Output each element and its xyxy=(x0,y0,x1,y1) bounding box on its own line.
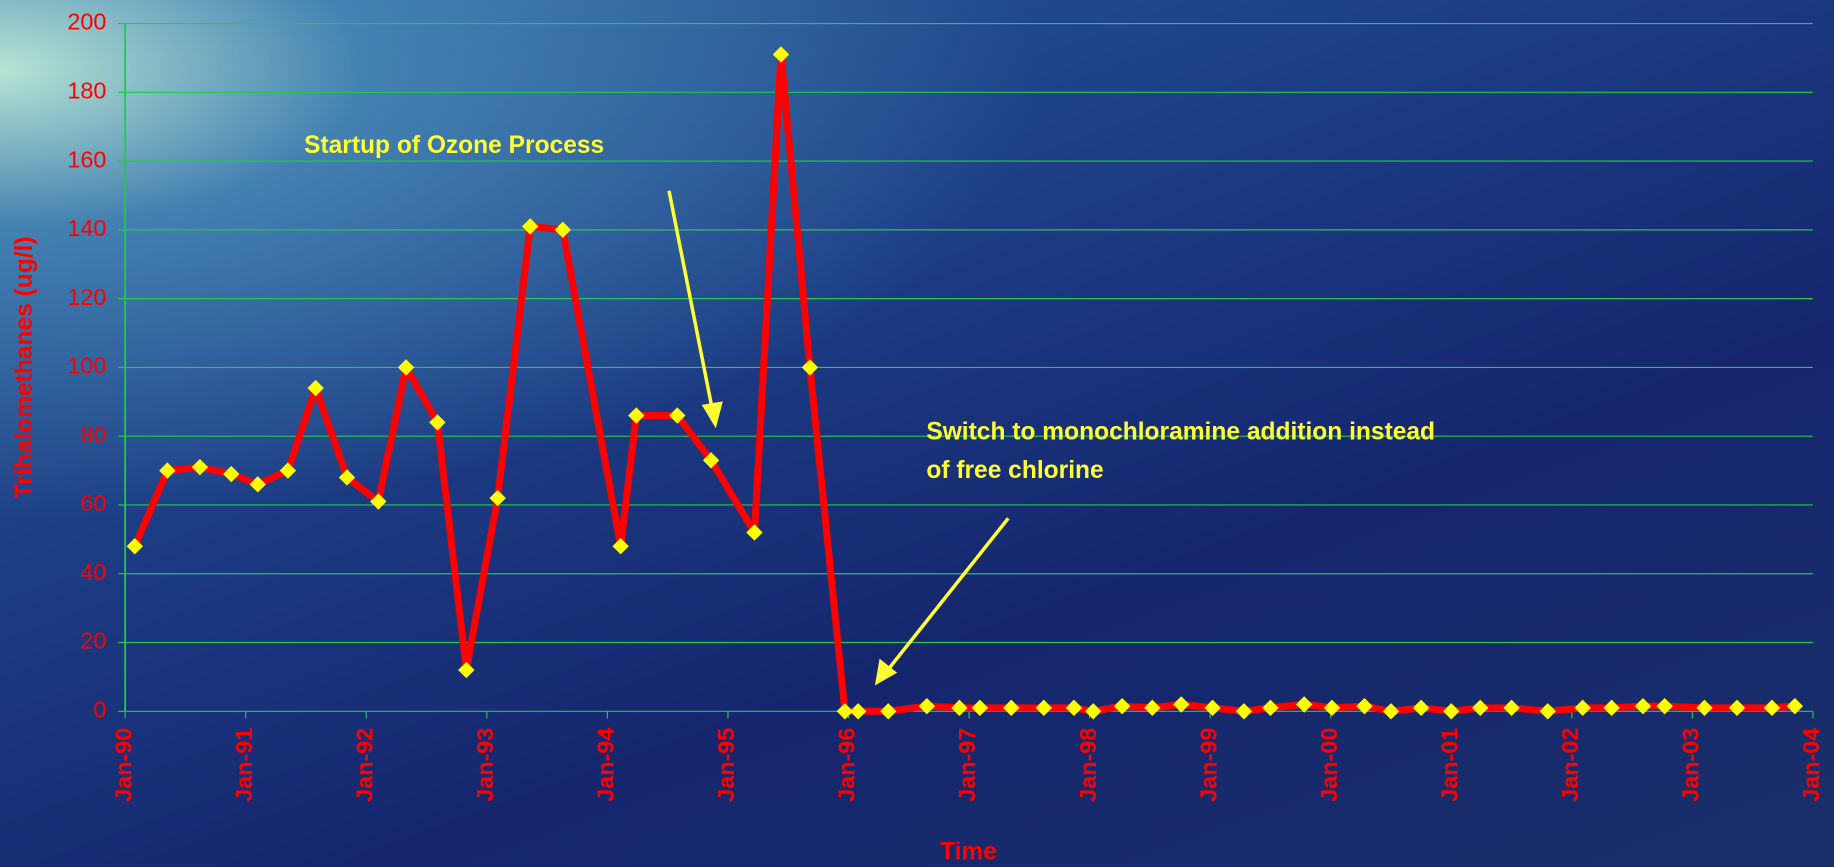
data-point xyxy=(849,703,867,720)
x-tick-label: Jan-92 xyxy=(351,728,377,802)
data-point xyxy=(1728,699,1746,717)
x-tick-label: Jan-98 xyxy=(1075,728,1101,802)
y-tick-label: 20 xyxy=(80,628,106,654)
data-point xyxy=(307,379,324,397)
data-point xyxy=(836,703,854,720)
data-point xyxy=(1696,699,1713,717)
y-tick-label: 180 xyxy=(67,77,106,103)
annotation: Switch to monochloramine addition instea… xyxy=(926,418,1435,445)
data-point xyxy=(880,703,897,720)
data-point xyxy=(1786,697,1804,715)
data-point xyxy=(918,697,936,715)
x-tick-label: Jan-94 xyxy=(593,728,619,802)
data-point xyxy=(1235,703,1253,720)
y-tick-label: 80 xyxy=(80,421,106,447)
data-point xyxy=(1113,697,1131,715)
data-point xyxy=(1173,696,1190,713)
data-point xyxy=(1262,699,1279,717)
data-point xyxy=(370,493,387,510)
x-tick-label: Jan-03 xyxy=(1678,728,1704,802)
data-point xyxy=(1656,697,1673,715)
data-point xyxy=(1323,699,1341,717)
data-point xyxy=(159,462,176,479)
data-point xyxy=(1204,699,1221,717)
arrow-head xyxy=(874,658,898,686)
x-tick-label: Jan-91 xyxy=(231,728,257,802)
data-point xyxy=(951,699,968,717)
data-point xyxy=(1144,699,1161,717)
data-point xyxy=(489,489,506,507)
annotation: Startup of Ozone Process xyxy=(304,132,604,159)
data-point xyxy=(1503,699,1520,717)
data-point xyxy=(1356,697,1373,715)
data-point xyxy=(971,699,989,717)
data-point xyxy=(397,359,415,376)
data-point xyxy=(628,407,645,424)
x-tick-label: Jan-02 xyxy=(1557,728,1583,802)
y-axis-label: Trihalomethanes (ug/l) xyxy=(11,236,38,498)
arrows xyxy=(667,190,1010,686)
grid xyxy=(118,22,1814,719)
annotation: of free chlorine xyxy=(926,457,1103,484)
y-tick-label: 60 xyxy=(80,490,106,516)
y-tick-label: 100 xyxy=(67,353,106,379)
data-point xyxy=(429,414,446,431)
data-point xyxy=(458,661,475,679)
data-point xyxy=(1763,699,1781,717)
data-point xyxy=(1065,699,1083,717)
data-point xyxy=(522,218,539,235)
data-point xyxy=(746,524,763,541)
data-point xyxy=(669,407,686,424)
y-tick-label: 0 xyxy=(93,696,106,722)
data-point xyxy=(1539,703,1556,720)
x-tick-label: Jan-95 xyxy=(713,728,739,802)
y-tick-label: 200 xyxy=(67,9,106,35)
x-tick-label: Jan-04 xyxy=(1798,728,1824,802)
data-point xyxy=(1296,696,1313,713)
x-tick-label: Jan-93 xyxy=(472,728,498,802)
y-tick-label: 140 xyxy=(67,215,106,241)
data-point xyxy=(126,538,143,555)
x-tick-label: Jan-97 xyxy=(954,728,980,802)
data-point xyxy=(1574,699,1591,717)
y-tick-label: 40 xyxy=(80,559,106,585)
x-axis-label: Time xyxy=(940,838,997,865)
y-tick-label: 120 xyxy=(67,284,106,310)
x-tick-label: Jan-96 xyxy=(834,728,860,802)
annotations: Startup of Ozone Process Switch to monoc… xyxy=(304,132,1435,484)
data-point xyxy=(1443,703,1460,720)
x-tick-label: Jan-99 xyxy=(1195,728,1221,802)
data-point xyxy=(1085,703,1102,720)
data-point xyxy=(1382,703,1400,720)
arrow-shaft xyxy=(667,190,715,410)
y-tick-label: 160 xyxy=(67,146,106,172)
data-point xyxy=(1412,699,1430,717)
x-tick-label: Jan-00 xyxy=(1316,728,1342,802)
data-point xyxy=(772,46,790,63)
arrow-head xyxy=(701,401,723,429)
data-point xyxy=(279,462,297,479)
data-point xyxy=(1003,699,1020,717)
data-point xyxy=(1035,699,1052,717)
data-point xyxy=(249,476,266,493)
data-point xyxy=(338,469,356,486)
data-point xyxy=(612,538,629,555)
arrow-shaft xyxy=(885,517,1010,673)
data-point xyxy=(1634,697,1652,715)
data-point xyxy=(554,221,571,239)
data-point xyxy=(191,458,209,476)
data-point xyxy=(1472,699,1489,717)
data-point xyxy=(801,359,819,376)
data-point xyxy=(1603,699,1620,717)
data-point xyxy=(702,452,720,469)
x-tick-label: Jan-90 xyxy=(110,728,136,802)
data-point xyxy=(223,465,240,483)
x-tick-label: Jan-01 xyxy=(1436,728,1462,802)
